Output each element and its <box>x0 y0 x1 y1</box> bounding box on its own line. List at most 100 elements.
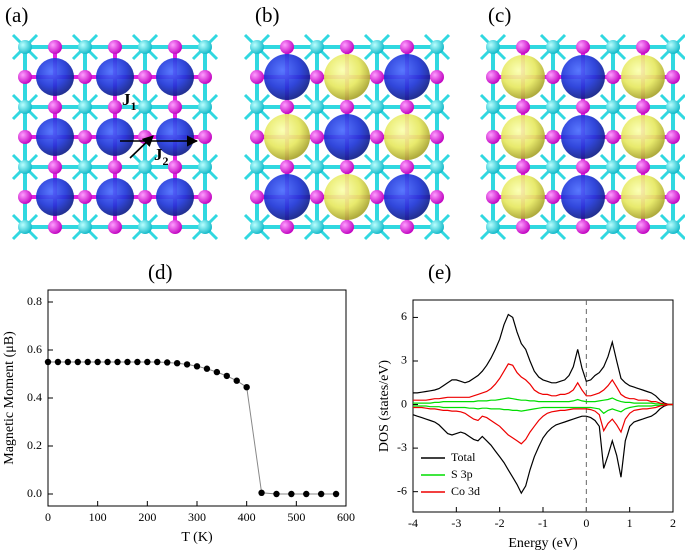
s-atom <box>340 160 354 174</box>
x-tick-label: 300 <box>188 510 206 524</box>
x-tick-label: -1 <box>538 516 548 530</box>
co-atom <box>250 100 264 114</box>
co-atom <box>486 160 500 174</box>
co-atom <box>430 220 444 234</box>
s-atom <box>546 130 560 144</box>
co-atom <box>18 220 32 234</box>
co-atom <box>18 100 32 114</box>
data-point <box>183 361 191 368</box>
s-atom <box>138 70 152 84</box>
spin-density <box>96 58 134 96</box>
co-atom <box>310 40 324 54</box>
panel-label: (b) <box>255 3 280 27</box>
data-point <box>243 384 250 391</box>
spin-density <box>96 118 134 156</box>
s-atom <box>48 40 62 54</box>
data-point <box>223 372 230 380</box>
s-atom <box>78 70 92 84</box>
co-atom <box>138 40 152 54</box>
y-tick-label: 0 <box>401 396 407 410</box>
spin-density <box>36 118 74 156</box>
co-atom <box>138 100 152 114</box>
s-atom <box>576 100 590 114</box>
dos-line <box>413 363 673 406</box>
s-atom <box>400 220 414 234</box>
data-point <box>124 358 131 366</box>
co-atom <box>138 220 152 234</box>
co-atom <box>310 100 324 114</box>
co-atom <box>546 40 560 54</box>
s-atom <box>310 70 324 84</box>
co-atom <box>606 220 620 234</box>
s-atom <box>168 40 182 54</box>
co-atom <box>486 220 500 234</box>
s-atom <box>606 190 620 204</box>
s-atom <box>48 220 62 234</box>
j2-label: J2 <box>154 145 169 168</box>
s-atom <box>516 100 530 114</box>
s-atom <box>48 160 62 174</box>
data-point <box>213 368 221 376</box>
x-axis-label: T (K) <box>181 530 213 545</box>
spin-density <box>384 54 430 100</box>
panel-overlay: J1 J2 (a) (b) (c) <box>5 3 511 168</box>
s-atom <box>636 40 650 54</box>
s-atom <box>108 40 122 54</box>
data-point <box>44 358 52 366</box>
x-tick-label: 1 <box>627 516 633 530</box>
s-atom <box>280 220 294 234</box>
lattice <box>11 33 219 241</box>
data-point <box>64 358 72 366</box>
s-atom <box>486 130 500 144</box>
s-atom <box>400 40 414 54</box>
panel-label: (c) <box>488 3 511 27</box>
s-atom <box>198 190 212 204</box>
x-tick-label: 400 <box>238 510 256 524</box>
j2-subscript: 2 <box>163 154 169 168</box>
spin-density <box>156 118 194 156</box>
j1-subscript: 1 <box>131 99 137 113</box>
dos-line <box>413 403 673 445</box>
data-point <box>173 360 181 367</box>
data-point <box>273 490 280 498</box>
co-atom <box>486 100 500 114</box>
s-atom <box>576 40 590 54</box>
co-atom <box>310 220 324 234</box>
j1-label: J1 <box>122 90 137 113</box>
j2-symbol: J <box>154 145 163 164</box>
y-tick-label: -6 <box>397 483 407 497</box>
data-point <box>84 358 91 366</box>
co-atom <box>430 40 444 54</box>
y-tick-label: 6 <box>401 309 407 323</box>
lattice-panels <box>11 33 685 241</box>
data-point <box>114 358 121 366</box>
s-atom <box>310 130 324 144</box>
spin-density <box>501 175 545 219</box>
s-atom <box>340 40 354 54</box>
s-atom <box>516 220 530 234</box>
s-atom <box>576 160 590 174</box>
s-atom <box>280 40 294 54</box>
co-atom <box>666 40 680 54</box>
panel-label: (a) <box>5 3 28 27</box>
x-tick-label: 200 <box>138 510 156 524</box>
co-atom <box>666 100 680 114</box>
co-atom <box>606 40 620 54</box>
data-point <box>94 358 101 366</box>
lattice <box>479 33 685 241</box>
y-tick-label: 0.6 <box>27 342 42 356</box>
dos-line <box>412 403 673 495</box>
s-atom <box>370 70 384 84</box>
co-atom <box>606 100 620 114</box>
spin-density <box>156 178 194 216</box>
s-atom <box>168 160 182 174</box>
data-point <box>134 358 141 366</box>
s-atom <box>138 190 152 204</box>
y-tick-label: -3 <box>397 440 407 454</box>
panel-label: (d) <box>148 260 173 284</box>
co-atom <box>310 160 324 174</box>
co-atom <box>430 160 444 174</box>
data-point <box>154 358 161 366</box>
co-atom <box>198 100 212 114</box>
co-atom <box>370 100 384 114</box>
